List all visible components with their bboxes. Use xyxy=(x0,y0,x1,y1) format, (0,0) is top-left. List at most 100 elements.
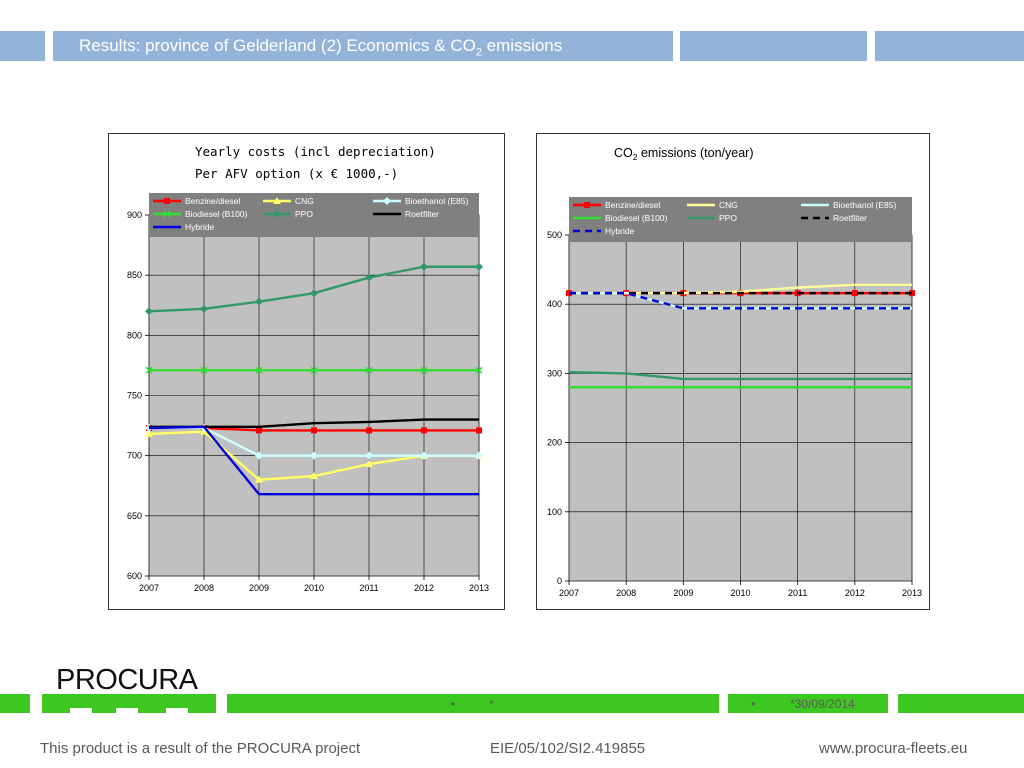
data-point xyxy=(475,366,483,374)
footer-project-text: This product is a result of the PROCURA … xyxy=(40,740,361,757)
procura-logo-text: PROCURA xyxy=(56,664,198,696)
data-point xyxy=(851,290,858,297)
legend-label: CNG xyxy=(719,200,738,210)
footer-bullet-2: • xyxy=(751,697,756,711)
data-point xyxy=(255,366,263,374)
data-point xyxy=(145,430,153,438)
y-tick-label: 600 xyxy=(127,571,142,581)
legend-marker xyxy=(383,197,391,205)
legend-label: Hybride xyxy=(605,226,635,236)
footer-date: *30/09/2014 xyxy=(790,697,855,711)
y-tick-label: 500 xyxy=(547,230,562,240)
series-line xyxy=(148,425,479,496)
x-tick-label: 2012 xyxy=(414,583,434,593)
y-tick-label: 100 xyxy=(547,507,562,517)
co2-chart-svg: CO2 emissions (ton/year) 0 100 200 300 400 500… xyxy=(547,146,922,598)
legend-label: CNG xyxy=(295,196,314,206)
y-tick-label: 0 xyxy=(557,576,562,586)
legend-marker xyxy=(163,210,171,218)
legend-label: Benzine/diesel xyxy=(605,200,660,210)
data-point xyxy=(420,366,428,374)
footer-project-code: EIE/05/102/SI2.419855 xyxy=(490,740,646,757)
legend-label: Benzine/diesel xyxy=(185,196,240,206)
y-tick-label: 700 xyxy=(127,451,142,461)
x-tick-label: 2012 xyxy=(845,588,865,598)
x-tick-label: 2011 xyxy=(359,583,378,593)
y-tick-label: 800 xyxy=(127,330,142,340)
y-tick-label: 200 xyxy=(547,438,562,448)
data-point xyxy=(365,273,373,282)
footer-bar-date xyxy=(728,694,888,713)
legend-label: PPO xyxy=(295,209,313,219)
legend-label: Roetfilter xyxy=(405,209,439,219)
legend-marker xyxy=(273,197,281,204)
data-point xyxy=(476,427,482,434)
data-point xyxy=(311,427,317,434)
data-point xyxy=(310,472,318,480)
legend-marker xyxy=(584,202,590,208)
data-point xyxy=(475,262,483,271)
data-point xyxy=(255,451,263,460)
legend-marker xyxy=(273,210,281,218)
x-tick-label: 2008 xyxy=(616,588,636,598)
footer-star: * xyxy=(489,697,494,711)
y-tick-label: 750 xyxy=(127,391,142,401)
series-line xyxy=(568,370,912,381)
co2-chart: CO2 emissions (ton/year) 0 100 200 300 400 500… xyxy=(536,133,930,610)
data-point xyxy=(145,366,153,374)
chart-title-line2: Per AFV option (x € 1000,-) xyxy=(195,166,398,181)
data-point xyxy=(255,475,263,483)
data-point xyxy=(420,451,428,460)
x-tick-label: 2009 xyxy=(673,588,693,598)
data-point xyxy=(365,366,373,374)
legend-label: Bioethanol (E85) xyxy=(833,200,896,210)
title-sub: 2 xyxy=(475,46,482,59)
header-bar-left xyxy=(0,31,45,61)
footer-bar-left xyxy=(0,694,30,713)
cost-chart: Yearly costs (incl depreciation) Per AFV … xyxy=(108,133,505,610)
legend-label: Bioethanol (E85) xyxy=(405,196,468,206)
data-point xyxy=(365,460,373,468)
legend-label: Roetfilter xyxy=(833,213,867,223)
data-point xyxy=(366,427,372,434)
y-tick-label: 300 xyxy=(547,368,562,378)
title-end: emissions xyxy=(481,36,563,55)
legend-label: PPO xyxy=(719,213,737,223)
legend-label: Hybride xyxy=(185,222,215,232)
data-point xyxy=(200,366,208,374)
data-point xyxy=(256,427,262,434)
header-bar-mid xyxy=(680,31,867,61)
data-point xyxy=(255,297,263,306)
footer-bullet-1: • xyxy=(451,697,456,711)
y-tick-label: 850 xyxy=(127,270,142,280)
x-tick-label: 2010 xyxy=(730,588,750,598)
header-bar-right xyxy=(875,31,1024,61)
data-point xyxy=(145,307,153,316)
data-point xyxy=(310,451,318,460)
data-point xyxy=(475,451,483,460)
x-tick-label: 2008 xyxy=(194,583,214,593)
footer-bar-right xyxy=(898,694,1024,713)
y-tick-label: 400 xyxy=(547,299,562,309)
data-point xyxy=(420,262,428,271)
y-tick-label: 900 xyxy=(127,210,142,220)
x-tick-label: 2011 xyxy=(788,588,807,598)
x-tick-label: 2013 xyxy=(469,583,489,593)
legend-label: Biodiesel (B100) xyxy=(605,213,668,223)
data-point xyxy=(365,451,373,460)
x-tick-label: 2009 xyxy=(249,583,269,593)
data-point xyxy=(421,427,427,434)
data-point xyxy=(310,289,318,298)
page-title: Results: province of Gelderland (2) Econ… xyxy=(53,31,673,61)
footer-website-link[interactable]: www.procura-fleets.eu xyxy=(819,740,968,757)
legend-box xyxy=(149,193,479,237)
x-tick-label: 2010 xyxy=(304,583,324,593)
data-point xyxy=(310,366,318,374)
logo-squares xyxy=(70,708,190,714)
chart-title-line1: Yearly costs (incl depreciation) xyxy=(195,144,436,159)
series-line xyxy=(569,291,912,310)
y-tick-label: 650 xyxy=(127,511,142,521)
x-tick-label: 2013 xyxy=(902,588,922,598)
x-tick-label: 2007 xyxy=(559,588,579,598)
chart-title: CO2 emissions (ton/year) xyxy=(614,146,754,162)
